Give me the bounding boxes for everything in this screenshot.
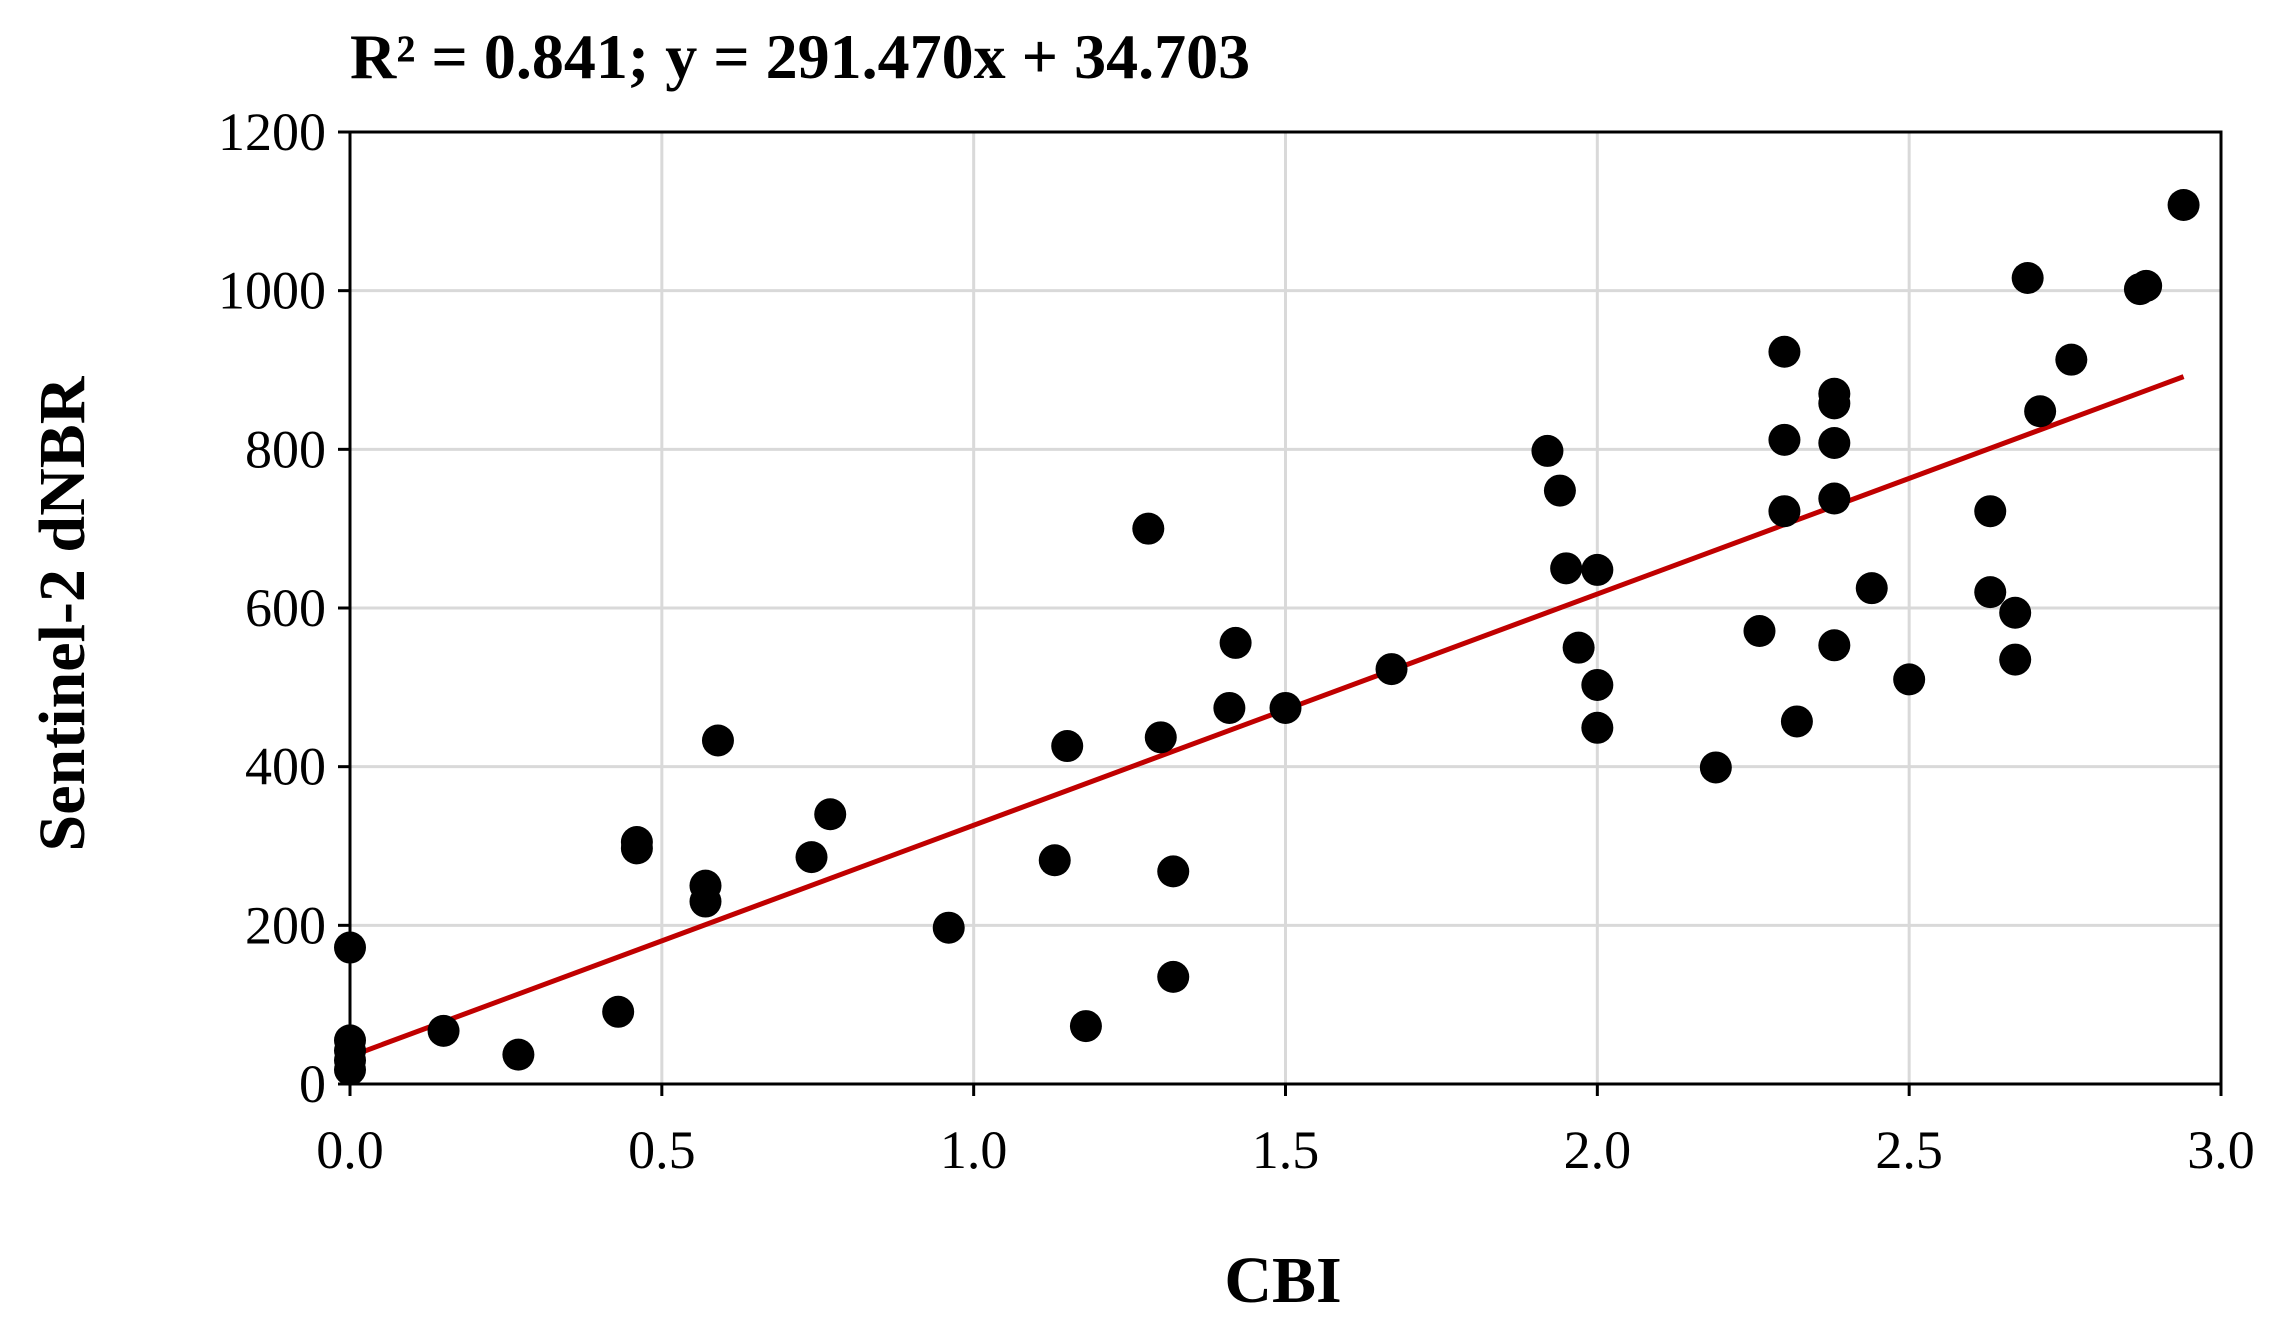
chart-title: R² = 0.841; y = 291.470x + 34.703 bbox=[350, 21, 1250, 92]
x-tick-label: 2.5 bbox=[1875, 1120, 1943, 1180]
data-point bbox=[701, 724, 734, 757]
data-point bbox=[1855, 572, 1888, 605]
data-point bbox=[1132, 512, 1165, 545]
data-point bbox=[1531, 434, 1564, 467]
x-tick-label: 3.0 bbox=[2187, 1120, 2255, 1180]
data-point bbox=[1543, 474, 1576, 507]
y-axis-label: Sentinel-2 dNBR bbox=[26, 375, 99, 851]
data-point bbox=[1768, 495, 1801, 528]
x-tick-label: 1.0 bbox=[940, 1120, 1008, 1180]
data-point bbox=[1893, 663, 1926, 696]
data-point bbox=[1818, 629, 1851, 662]
data-point bbox=[1818, 426, 1851, 459]
data-point bbox=[2130, 269, 2163, 302]
y-tick-label: 400 bbox=[245, 737, 326, 797]
data-point bbox=[1974, 576, 2007, 609]
data-point bbox=[1768, 423, 1801, 456]
y-tick-label: 1000 bbox=[218, 261, 326, 321]
linear-trendline bbox=[349, 374, 2185, 1059]
data-point bbox=[1375, 653, 1408, 686]
data-point bbox=[1974, 495, 2007, 528]
data-point bbox=[1157, 960, 1190, 993]
data-point bbox=[1157, 855, 1190, 888]
data-point bbox=[502, 1038, 535, 1071]
data-point bbox=[334, 1053, 366, 1086]
data-points bbox=[334, 188, 2200, 1086]
data-point bbox=[1269, 691, 1302, 724]
data-point bbox=[1038, 844, 1071, 877]
x-tick-label: 2.0 bbox=[1564, 1120, 1632, 1180]
data-point bbox=[1144, 721, 1177, 754]
data-point bbox=[1581, 668, 1614, 701]
x-tick-label: 0.0 bbox=[316, 1120, 384, 1180]
y-tick-label: 800 bbox=[245, 419, 326, 479]
data-point bbox=[2024, 395, 2057, 428]
grid-lines bbox=[350, 132, 2221, 1084]
data-point bbox=[1213, 691, 1246, 724]
data-point bbox=[932, 911, 965, 944]
y-tick-label: 200 bbox=[245, 895, 326, 955]
data-point bbox=[620, 832, 653, 865]
y-tick-label: 600 bbox=[245, 578, 326, 638]
y-tick-label: 0 bbox=[299, 1054, 326, 1114]
data-point bbox=[2011, 261, 2044, 294]
data-point bbox=[427, 1014, 460, 1047]
y-tick-label: 1200 bbox=[218, 102, 326, 162]
x-axis-label: CBI bbox=[1224, 1244, 1341, 1317]
data-point bbox=[1743, 615, 1776, 648]
data-point bbox=[1999, 596, 2032, 629]
data-point bbox=[1051, 730, 1084, 763]
data-point bbox=[1219, 626, 1252, 659]
data-point bbox=[795, 841, 828, 874]
data-point bbox=[1780, 705, 1813, 738]
data-point bbox=[1581, 553, 1614, 586]
trendline-group bbox=[349, 374, 2185, 1059]
data-point bbox=[2055, 343, 2088, 376]
data-point bbox=[1699, 751, 1732, 784]
data-point bbox=[1562, 631, 1595, 664]
data-point bbox=[1818, 387, 1851, 420]
data-point bbox=[1818, 482, 1851, 515]
x-tick-label: 0.5 bbox=[628, 1120, 696, 1180]
data-point bbox=[602, 995, 635, 1028]
data-point bbox=[689, 885, 722, 918]
x-tick-label: 1.5 bbox=[1252, 1120, 1320, 1180]
data-point bbox=[334, 931, 366, 964]
data-point bbox=[1999, 643, 2032, 676]
data-point bbox=[814, 798, 847, 831]
data-point bbox=[1550, 552, 1583, 585]
data-point bbox=[1581, 711, 1614, 744]
data-point bbox=[1069, 1010, 1102, 1043]
data-point bbox=[2167, 188, 2200, 221]
axis-ticks: 0.0 0.5 1.0 1.5 2.0 2.5 3.0 0 200 400 600 800 1000 12… bbox=[218, 102, 2255, 1180]
data-point bbox=[1768, 335, 1801, 368]
